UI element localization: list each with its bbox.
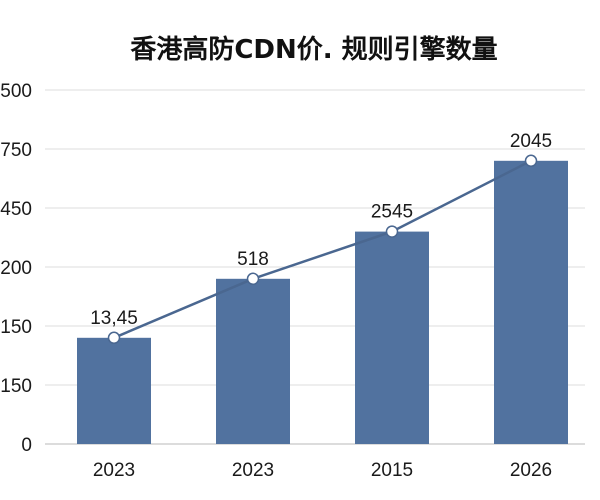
data-label: 13,45: [90, 308, 138, 329]
x-tick-label: 2026: [510, 460, 552, 481]
trend-marker: [246, 272, 260, 286]
y-tick-label: 0: [21, 435, 32, 456]
y-tick-label: 150: [0, 376, 32, 397]
data-label: 2045: [510, 131, 552, 152]
bar: [494, 160, 568, 445]
bar-layer: [77, 160, 568, 445]
trend-marker: [524, 154, 538, 168]
x-tick-label: 2015: [371, 460, 413, 481]
x-tick-label: 2023: [93, 460, 135, 481]
y-tick-label: 750: [0, 140, 32, 161]
y-tick-label: 150: [0, 317, 32, 338]
trend-marker: [385, 225, 399, 238]
y-tick-label: 200: [0, 258, 32, 279]
x-tick-label: 2023: [232, 460, 274, 481]
y-tick-label: 450: [0, 199, 32, 220]
data-label: 518: [237, 249, 269, 270]
data-label: 2545: [371, 202, 413, 223]
bar: [216, 278, 290, 444]
bar: [77, 337, 151, 444]
trend-layer: [107, 154, 538, 345]
trend-marker: [107, 331, 121, 345]
trend-line: [113, 159, 532, 339]
label-layer: 2023 2023 2015 2026 13,45 518 2545 2045: [90, 131, 552, 481]
y-tick-label: 500: [0, 81, 32, 102]
chart-title: 香港高防CDN价. 规则引擎数量: [130, 34, 497, 65]
bar: [355, 231, 429, 444]
